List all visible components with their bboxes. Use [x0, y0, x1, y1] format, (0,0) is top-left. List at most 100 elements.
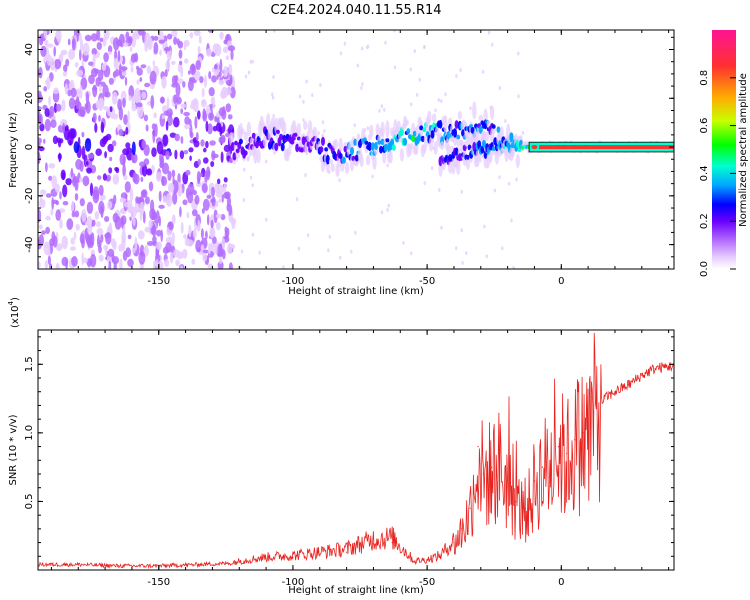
- noise-blob: [71, 200, 75, 212]
- noise-blob: [112, 71, 117, 78]
- noise-blob: [228, 63, 233, 76]
- noise-blob: [216, 73, 219, 80]
- noise-blob: [103, 106, 109, 111]
- noise-blob: [71, 211, 76, 218]
- noise-blob: [183, 234, 187, 239]
- noise-blob: [179, 150, 185, 160]
- noise-speckle: [481, 154, 484, 159]
- noise-blob: [214, 184, 220, 193]
- noise-blob: [39, 194, 43, 204]
- noise-speckle: [354, 230, 357, 235]
- noise-speckle: [465, 251, 468, 256]
- noise-blob: [50, 208, 54, 216]
- noise-speckle: [304, 173, 307, 178]
- noise-blob: [102, 84, 109, 98]
- snr-point: [233, 562, 235, 564]
- noise-blob: [82, 175, 90, 187]
- noise-blob: [122, 97, 126, 108]
- snr-point: [614, 391, 616, 393]
- noise-blob: [38, 234, 45, 247]
- noise-blob: [128, 85, 135, 99]
- noise-speckle: [272, 75, 275, 79]
- ridge-blob: [411, 135, 416, 143]
- colorbar: 0.0 0.2 0.4 0.6 0.8 Normalized spectral ampl…: [699, 30, 749, 277]
- noise-speckle: [430, 166, 434, 171]
- snr-marks: [38, 332, 674, 570]
- noise-blob: [230, 49, 234, 61]
- noise-speckle: [319, 83, 322, 87]
- snr-point: [550, 459, 552, 461]
- noise-blob: [200, 228, 204, 239]
- noise-blob: [184, 116, 190, 126]
- noise-blob: [156, 241, 162, 251]
- noise-blob: [176, 96, 182, 105]
- noise-blob: [73, 231, 77, 240]
- noise-blob: [130, 53, 137, 63]
- secondary-ridge-halo: [459, 140, 464, 147]
- snr-point: [533, 480, 536, 482]
- ridge-blob: [274, 142, 279, 152]
- colorbar-tick-label: 0.6: [699, 118, 710, 134]
- y-tick-label: 1.5: [24, 356, 35, 372]
- noise-blob: [58, 152, 61, 163]
- noise-speckle: [249, 175, 253, 180]
- y-tick-label: 20: [24, 92, 35, 105]
- ridge-blob: [341, 156, 346, 164]
- ridge-halo: [256, 148, 261, 164]
- noise-blob: [182, 81, 186, 88]
- secondary-ridge-halo: [509, 147, 514, 162]
- noise-blob: [136, 67, 143, 76]
- noise-blob: [171, 75, 178, 86]
- x-tick-label: -50: [419, 276, 435, 287]
- noise-blob: [194, 116, 198, 129]
- noise-blob: [210, 97, 214, 104]
- secondary-ridge-halo: [439, 141, 445, 150]
- noise-speckle: [410, 102, 413, 107]
- noise-blob: [228, 204, 233, 217]
- noise-blob: [165, 120, 169, 131]
- ridge-halo: [433, 140, 438, 155]
- noise-blob: [98, 245, 102, 254]
- noise-blob: [140, 190, 147, 198]
- noise-blob: [161, 76, 167, 89]
- secondary-ridge-halo: [504, 144, 509, 163]
- noise-blob: [117, 50, 121, 63]
- noise-blob: [148, 219, 153, 229]
- noise-blob: [141, 139, 147, 149]
- noise-blob: [107, 143, 114, 153]
- noise-blob: [68, 81, 73, 91]
- ridge-halo: [472, 101, 477, 120]
- snr-xlabel: Height of straight line (km): [288, 585, 424, 596]
- ridge-halo: [303, 120, 308, 131]
- noise-blob: [183, 150, 189, 155]
- noise-blob: [206, 214, 210, 226]
- noise-blob: [191, 63, 195, 72]
- noise-blob: [222, 249, 226, 260]
- noise-speckle: [243, 167, 246, 172]
- noise-blob: [43, 241, 51, 256]
- noise-blob: [139, 77, 143, 82]
- noise-blob: [123, 42, 129, 47]
- noise-blob: [111, 91, 118, 105]
- y-tick-label: 0.5: [24, 493, 35, 509]
- noise-speckle: [423, 45, 426, 49]
- noise-blob: [127, 258, 134, 267]
- noise-blob: [62, 184, 68, 198]
- noise-blob: [195, 70, 201, 81]
- snr-point: [523, 507, 525, 509]
- noise-blob: [171, 231, 175, 244]
- secondary-ridge-halo: [449, 145, 454, 154]
- snr-point: [346, 551, 348, 553]
- noise-blob: [68, 48, 76, 61]
- secondary-ridge-blob: [454, 147, 459, 156]
- noise-blob: [59, 138, 64, 144]
- noise-blob: [191, 99, 198, 105]
- noise-blob: [105, 232, 112, 245]
- noise-blob: [227, 242, 233, 255]
- snr-multiplier-close: ): [10, 297, 21, 301]
- noise-blob: [142, 210, 146, 224]
- noise-blob: [218, 79, 225, 86]
- noise-blob: [121, 71, 127, 77]
- noise-blob: [205, 230, 208, 240]
- noise-blob: [199, 76, 204, 84]
